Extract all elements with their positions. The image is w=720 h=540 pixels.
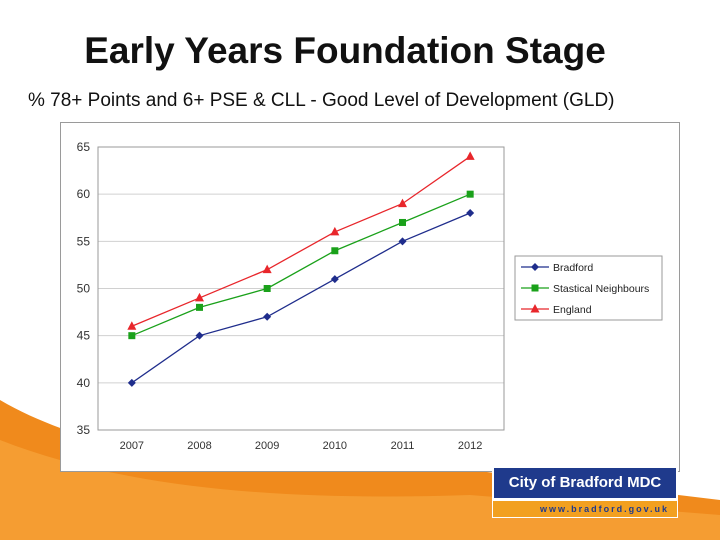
data-point-england: [330, 226, 340, 236]
x-tick-label: 2007: [120, 440, 144, 452]
plot-area-border: [97, 146, 505, 431]
data-point-stastical-neighbours: [196, 303, 203, 311]
logo-name: City of Bradford MDC: [492, 466, 678, 500]
x-tick-label: 2012: [458, 440, 482, 452]
x-tick-label: 2011: [391, 440, 415, 452]
city-of-bradford-logo: City of Bradford MDC www.bradford.gov.uk: [492, 466, 678, 518]
y-tick-label: 40: [77, 376, 91, 390]
x-tick-label: 2010: [323, 440, 347, 452]
legend-label: Stastical Neighbours: [553, 283, 649, 295]
data-point-england: [195, 292, 204, 302]
legend-marker: [531, 263, 539, 271]
y-tick-label: 55: [77, 234, 91, 248]
legend-marker: [530, 304, 540, 313]
data-point-stastical-neighbours: [331, 247, 339, 255]
data-point-england: [398, 198, 407, 208]
data-point-bradford: [127, 378, 136, 387]
series-line-bradford: [131, 212, 471, 384]
series-line-england: [131, 155, 471, 327]
data-point-bradford: [263, 312, 272, 321]
data-point-stastical-neighbours: [128, 332, 136, 340]
legend-marker: [531, 284, 539, 292]
data-point-england: [465, 151, 475, 160]
y-tick-label: 35: [77, 423, 91, 437]
y-tick-label: 60: [77, 187, 91, 201]
x-tick-label: 2008: [187, 440, 211, 452]
chart-frame: 35 40 45 50 55 60 65 2007 2008 2009 2010 2011 2012 Br…: [60, 122, 680, 472]
legend-label: Bradford: [553, 262, 593, 274]
data-point-bradford: [398, 237, 407, 246]
data-point-stastical-neighbours: [466, 190, 474, 198]
data-point-england: [262, 264, 272, 274]
y-tick-label: 65: [77, 140, 91, 154]
series-line-stastical-neighbours: [131, 193, 471, 337]
legend-label: England: [553, 304, 592, 316]
slide-title: Early Years Foundation Stage: [84, 30, 606, 71]
data-point-bradford: [330, 275, 339, 284]
y-tick-label: 45: [77, 329, 91, 343]
data-point-bradford: [195, 331, 204, 340]
data-point-stastical-neighbours: [399, 218, 406, 226]
data-point-bradford: [466, 209, 475, 218]
logo-url: www.bradford.gov.uk: [492, 500, 678, 518]
data-point-stastical-neighbours: [263, 285, 271, 292]
data-point-england: [127, 321, 137, 330]
slide-subtitle: % 78+ Points and 6+ PSE & CLL - Good Lev…: [28, 90, 615, 111]
line-chart: 35 40 45 50 55 60 65 2007 2008 2009 2010 2011 2012 Br…: [77, 140, 663, 452]
x-tick-label: 2009: [255, 440, 279, 452]
y-tick-label: 50: [77, 282, 91, 296]
